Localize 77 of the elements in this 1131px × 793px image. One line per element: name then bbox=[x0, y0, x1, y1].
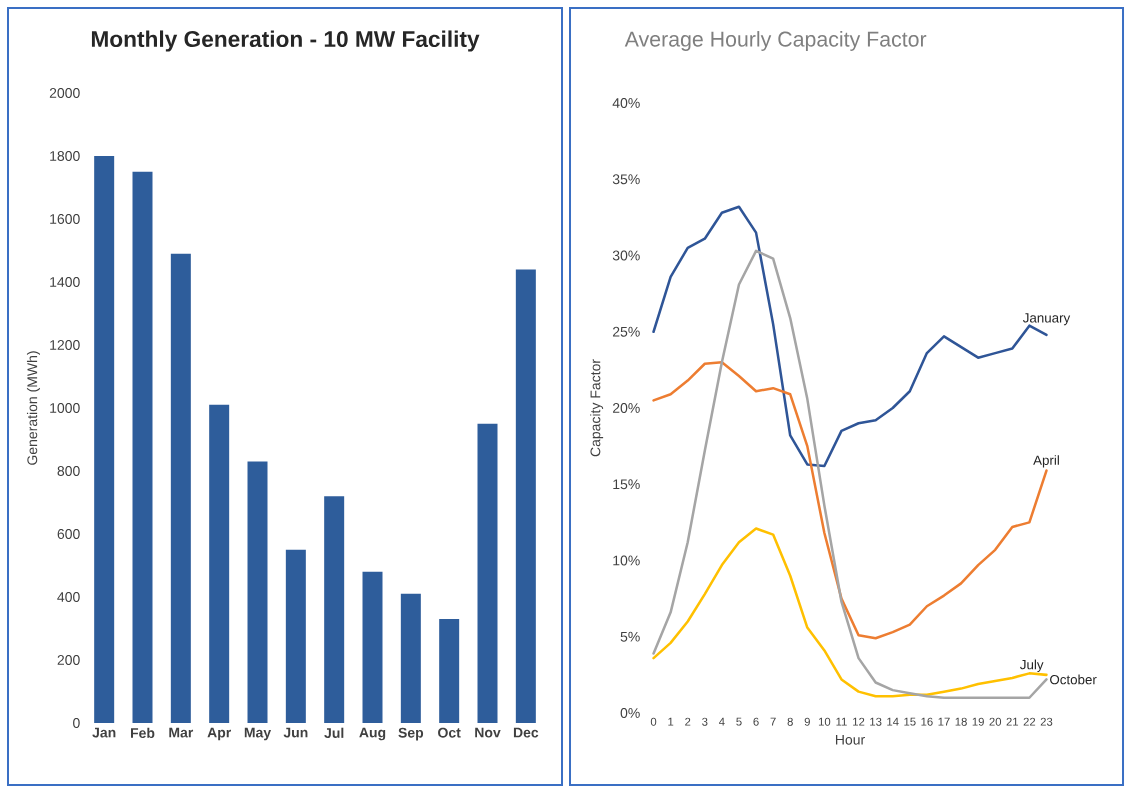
y-tick-label: 2000 bbox=[49, 88, 80, 98]
x-tick-label: 1 bbox=[668, 717, 674, 726]
y-tick-label: 600 bbox=[57, 529, 80, 539]
x-tick-label: Mar bbox=[169, 727, 194, 738]
series-label: January bbox=[1022, 313, 1071, 326]
chart-title: Average Hourly Capacity Factor bbox=[624, 31, 927, 51]
bar bbox=[400, 593, 421, 723]
x-tick-label: Jun bbox=[283, 727, 308, 738]
x-tick-label: 0 bbox=[650, 717, 657, 726]
x-tick-label: 12 bbox=[853, 717, 865, 726]
y-tick-label: 0% bbox=[620, 708, 640, 718]
x-tick-label: Sep bbox=[398, 727, 424, 741]
y-axis-title: Generation (MWh) bbox=[26, 351, 40, 465]
series-label: July bbox=[1020, 659, 1044, 672]
bar bbox=[285, 549, 306, 723]
x-tick-label: 5 bbox=[736, 717, 742, 726]
y-tick-label: 30% bbox=[612, 250, 640, 261]
x-tick-label: Nov bbox=[475, 727, 501, 738]
x-tick-label: 6 bbox=[753, 717, 759, 726]
bar bbox=[170, 253, 191, 723]
y-tick-label: 15% bbox=[613, 479, 640, 490]
x-tick-label: 21 bbox=[1006, 717, 1019, 726]
bar bbox=[439, 619, 460, 723]
x-tick-label: Oct bbox=[438, 727, 461, 738]
x-tick-label: 22 bbox=[1023, 717, 1036, 726]
y-tick-label: 20% bbox=[612, 403, 640, 413]
series-label: October bbox=[1050, 674, 1097, 685]
y-tick-label: 5% bbox=[620, 631, 640, 642]
x-tick-label: 3 bbox=[702, 717, 708, 726]
y-tick-label: 10% bbox=[613, 555, 640, 566]
y-tick-label: 1800 bbox=[50, 151, 80, 161]
x-tick-label: 19 bbox=[972, 717, 984, 726]
y-tick-label: 40% bbox=[612, 98, 640, 108]
y-tick-label: 25% bbox=[612, 326, 640, 337]
y-tick-label: 800 bbox=[57, 466, 80, 476]
x-tick-label: 23 bbox=[1040, 717, 1053, 726]
line-series bbox=[652, 527, 1048, 698]
x-tick-label: 8 bbox=[787, 717, 793, 726]
x-tick-label: 10 bbox=[818, 717, 831, 726]
x-axis-title: Hour bbox=[835, 734, 865, 745]
bar bbox=[94, 156, 115, 723]
y-tick-label: 1600 bbox=[50, 214, 80, 224]
y-tick-label: 1400 bbox=[50, 277, 80, 287]
x-tick-label: 20 bbox=[989, 717, 1002, 726]
bar bbox=[247, 461, 268, 723]
x-tick-label: 11 bbox=[836, 717, 847, 726]
x-tick-label: Aug bbox=[359, 727, 386, 741]
x-tick-label: 2 bbox=[685, 717, 691, 726]
series-label: April bbox=[1033, 455, 1059, 468]
bar bbox=[324, 496, 345, 723]
y-tick-label: 1000 bbox=[50, 403, 80, 413]
x-tick-label: 14 bbox=[887, 717, 899, 726]
x-tick-label: Jul bbox=[324, 727, 344, 738]
bar bbox=[477, 423, 498, 723]
x-tick-label: 18 bbox=[955, 717, 967, 726]
bar bbox=[362, 571, 383, 723]
bar bbox=[209, 404, 230, 723]
x-tick-label: 17 bbox=[938, 717, 950, 726]
y-tick-label: 1200 bbox=[50, 340, 80, 350]
bar bbox=[132, 171, 153, 723]
y-tick-label: 35% bbox=[612, 174, 640, 185]
x-tick-label: May bbox=[244, 727, 272, 741]
y-tick-label: 200 bbox=[57, 655, 80, 665]
x-tick-label: Jan bbox=[92, 727, 116, 738]
x-tick-label: 15 bbox=[904, 717, 916, 726]
x-tick-label: Dec bbox=[513, 727, 539, 738]
y-axis-title: Capacity Factor bbox=[590, 359, 604, 457]
chart-title: Monthly Generation - 10 MW Facility bbox=[91, 30, 480, 52]
x-tick-label: 9 bbox=[804, 717, 810, 726]
x-tick-label: 4 bbox=[718, 717, 725, 726]
x-tick-label: 13 bbox=[870, 717, 882, 726]
x-tick-label: Feb bbox=[131, 727, 155, 738]
x-tick-label: 16 bbox=[921, 717, 933, 726]
bar bbox=[515, 269, 536, 723]
y-tick-label: 400 bbox=[57, 592, 80, 602]
x-tick-label: Apr bbox=[207, 727, 232, 741]
x-tick-label: 7 bbox=[770, 717, 776, 726]
